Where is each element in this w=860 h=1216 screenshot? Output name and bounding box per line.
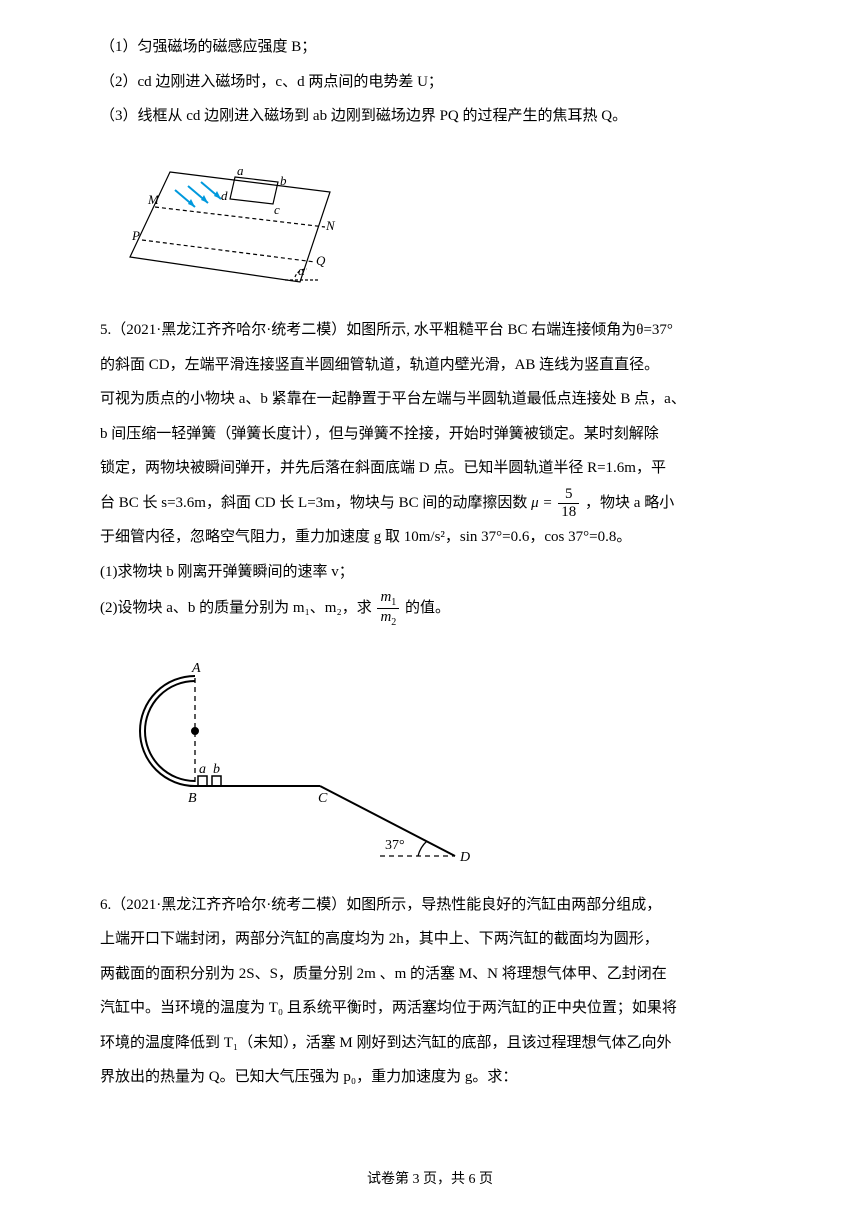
- q5-line1: 5.（2021·黑龙江齐齐哈尔·统考二模）如图所示, 水平粗糙平台 BC 右端连…: [100, 313, 760, 348]
- q6-line6: 界放出的热量为 Q。已知大气压强为 p₀，重力加速度为 g。求：: [100, 1060, 760, 1095]
- svg-text:37°: 37°: [385, 838, 405, 853]
- svg-text:N: N: [325, 218, 336, 233]
- q5-line2: 的斜面 CD，左端平滑连接竖直半圆细管轨道，轨道内壁光滑，AB 连线为竖直直径。: [100, 348, 760, 383]
- svg-text:Q: Q: [316, 253, 326, 268]
- q5-line3: 可视为质点的小物块 a、b 紧靠在一起静置于平台左端与半圆轨道最低点连接处 B …: [100, 382, 760, 417]
- q5-line4: b 间压缩一轻弹簧（弹簧长度计），但与弹簧不拴接，开始时弹簧被锁定。某时刻解除: [100, 417, 760, 452]
- svg-text:B: B: [188, 791, 197, 806]
- q5-line7: 于细管内径，忽略空气阻力，重力加速度 g 取 10m/s²，sin 37°=0.…: [100, 520, 760, 555]
- svg-text:b: b: [280, 173, 287, 188]
- q4-part3: （3）线框从 cd 边刚进入磁场到 ab 边刚到磁场边界 PQ 的过程产生的焦耳…: [100, 99, 760, 134]
- svg-text:a: a: [237, 163, 244, 178]
- q6-line3: 两截面的面积分别为 2S、S，质量分别 2m 、m 的活塞 M、N 将理想气体甲…: [100, 957, 760, 992]
- svg-text:c: c: [274, 202, 280, 217]
- svg-text:a: a: [199, 762, 206, 777]
- svg-text:α: α: [298, 263, 306, 278]
- q6-line2: 上端开口下端封闭，两部分汽缸的高度均为 2h，其中上、下两汽缸的截面均为圆形，: [100, 922, 760, 957]
- svg-text:b: b: [213, 762, 220, 777]
- q4-part2: （2）cd 边刚进入磁场时，c、d 两点间的电势差 U；: [100, 65, 760, 100]
- q5-diagram: A B C D a b 37°: [120, 636, 760, 880]
- q5-line5: 锁定，两物块被瞬间弹开，并先后落在斜面底端 D 点。已知半圆轨道半径 R=1.6…: [100, 451, 760, 486]
- svg-text:d: d: [221, 188, 228, 203]
- svg-text:M: M: [147, 192, 160, 207]
- q6-line4: 汽缸中。当环境的温度为 T₀ 且系统平衡时，两活塞均位于两汽缸的正中央位置；如果…: [100, 991, 760, 1026]
- q5-part1: (1)求物块 b 刚离开弹簧瞬间的速率 v；: [100, 555, 760, 590]
- svg-text:D: D: [459, 850, 470, 865]
- q5-part2: (2)设物块 a、b 的质量分别为 m₁、m₂，求 m1m2 的值。: [100, 589, 760, 628]
- svg-text:A: A: [191, 661, 201, 676]
- q6-line5: 环境的温度降低到 T₁（未知），活塞 M 刚好到达汽缸的底部，且该过程理想气体乙…: [100, 1026, 760, 1061]
- svg-text:C: C: [318, 791, 328, 806]
- q4-diagram: a b c d M N P Q α: [120, 142, 760, 306]
- q5-line6: 台 BC 长 s=3.6m，斜面 CD 长 L=3m，物块与 BC 间的动摩擦因…: [100, 486, 760, 521]
- q6-line1: 6.（2021·黑龙江齐齐哈尔·统考二模）如图所示，导热性能良好的汽缸由两部分组…: [100, 888, 760, 923]
- svg-text:P: P: [131, 228, 140, 243]
- page-footer: 试卷第 3 页，共 6 页: [0, 1164, 860, 1196]
- q4-part1: （1）匀强磁场的磁感应强度 B；: [100, 30, 760, 65]
